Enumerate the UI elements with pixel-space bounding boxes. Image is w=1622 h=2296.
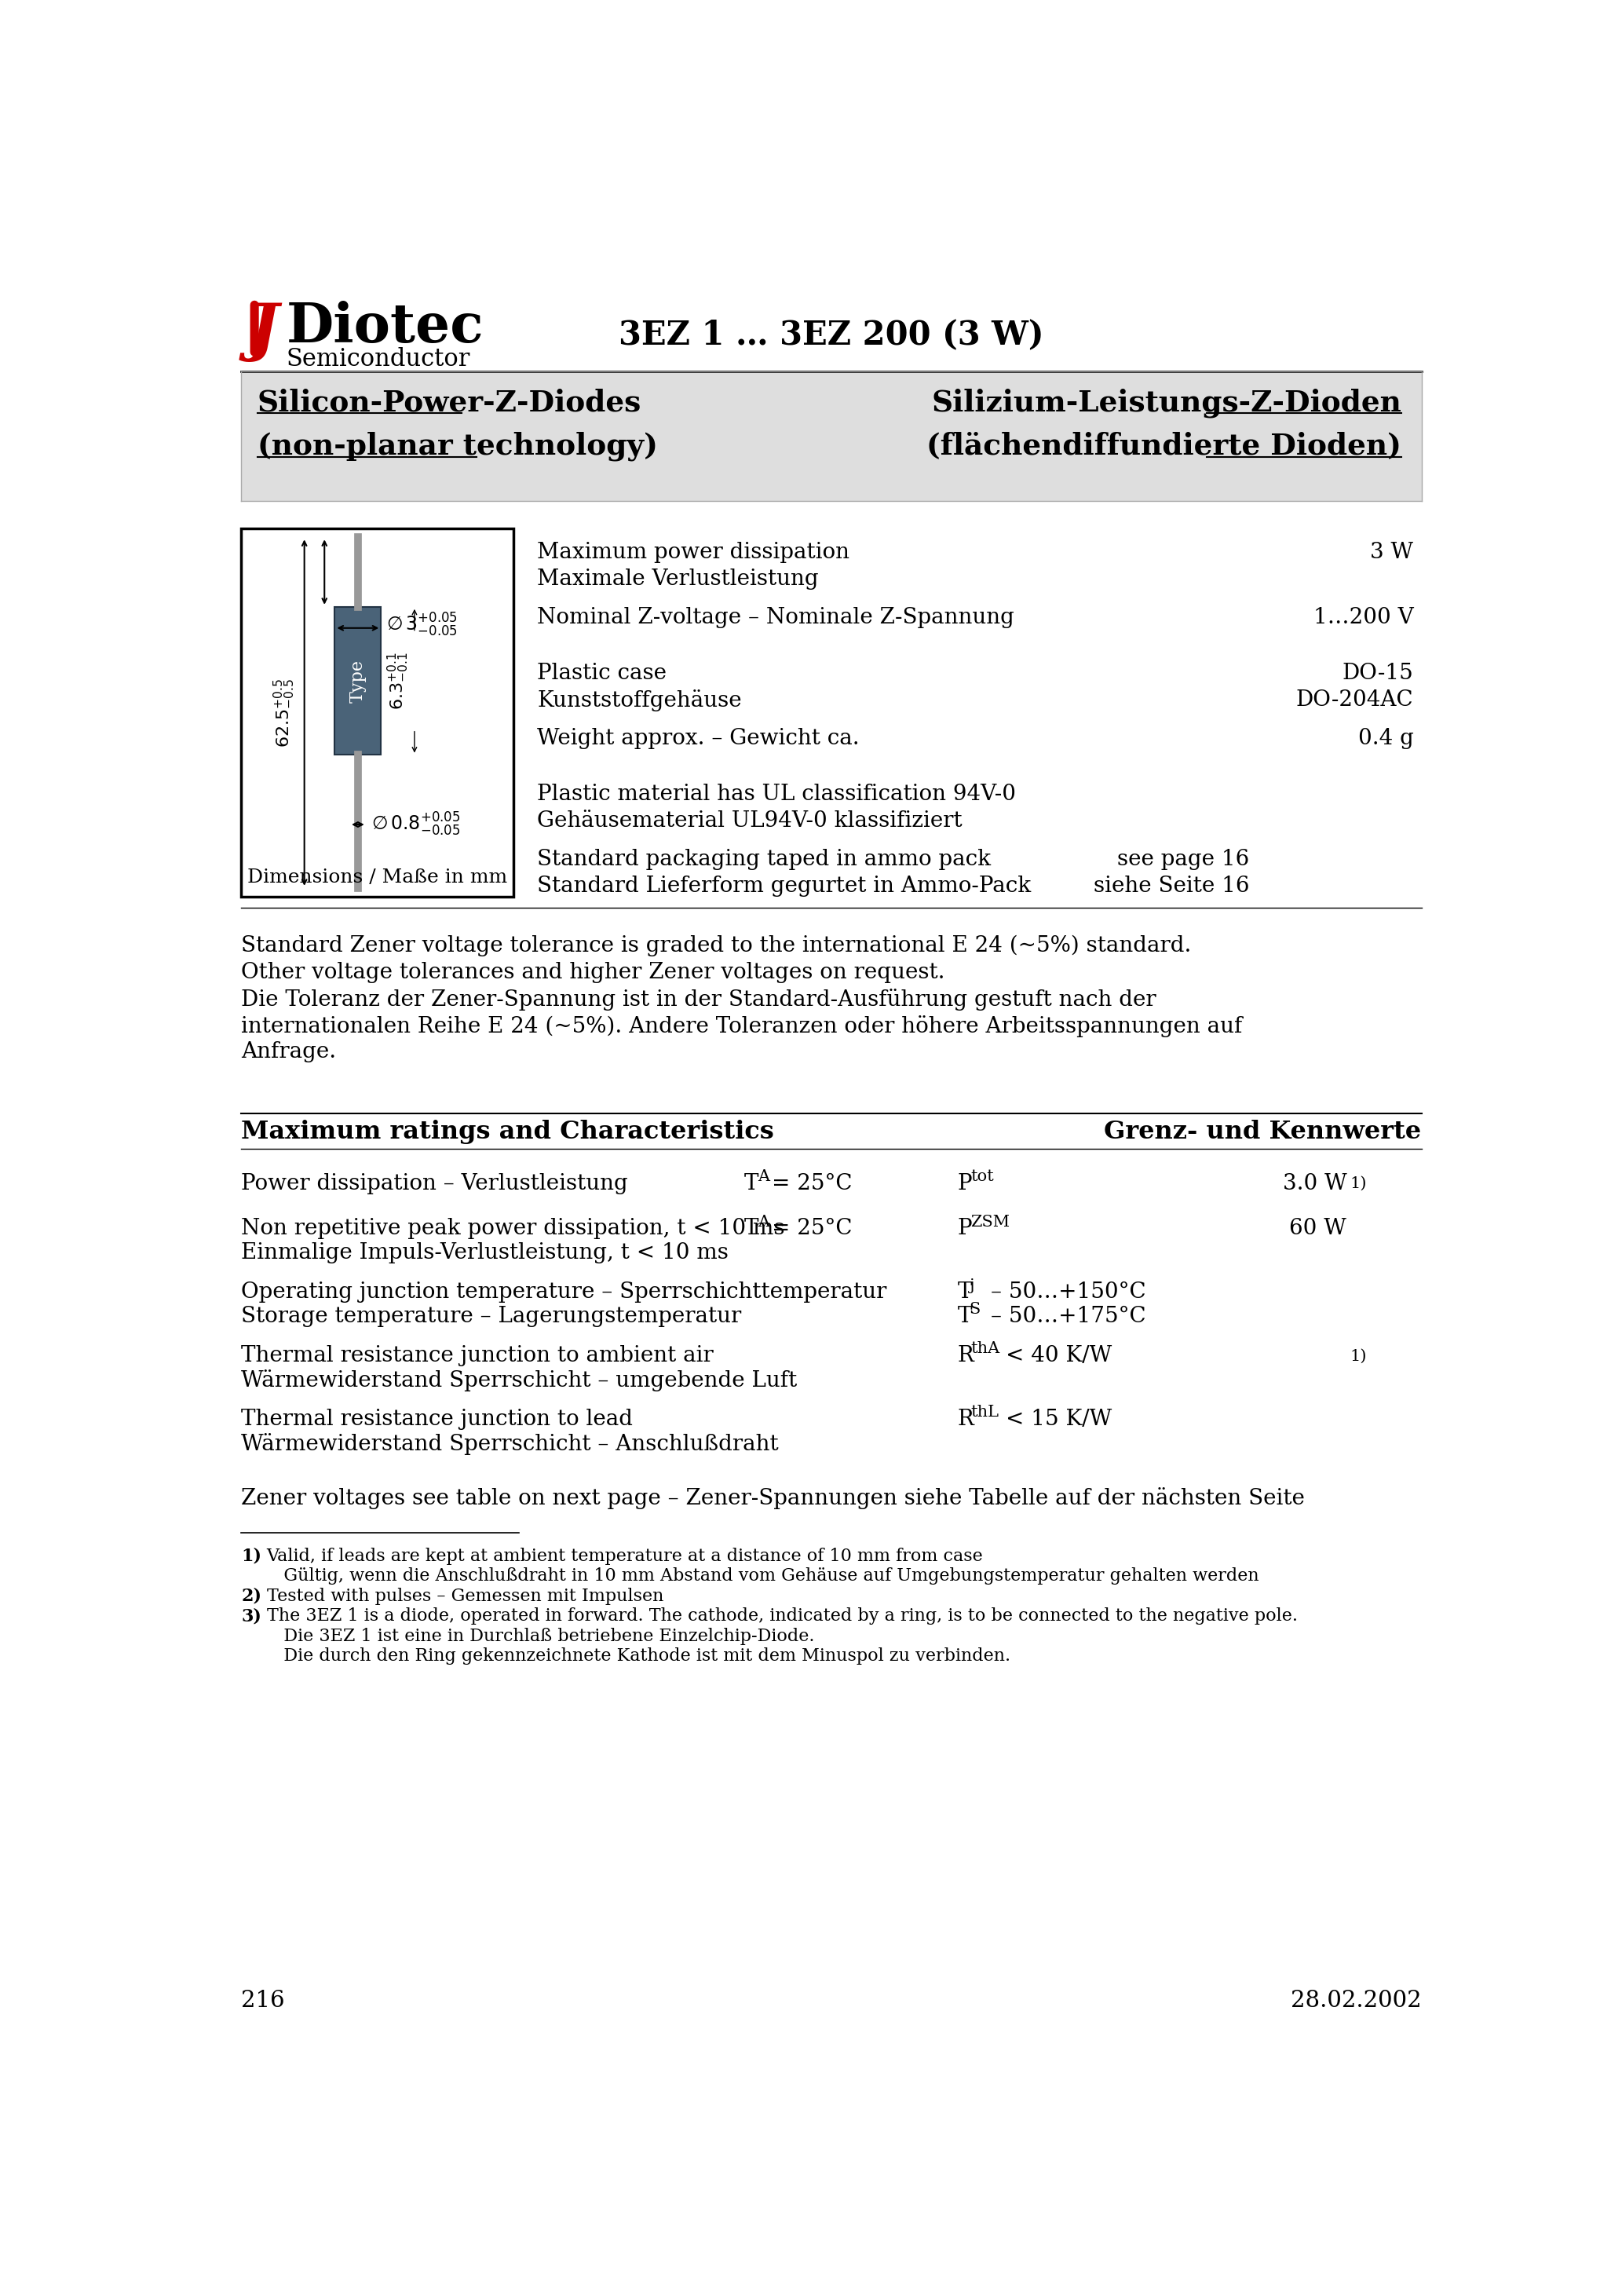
Text: DO-15: DO-15 [1343,664,1413,684]
Text: 1): 1) [242,1548,261,1566]
Bar [242,528,513,898]
Text: 1): 1) [1350,1348,1367,1364]
Text: Power dissipation – Verlustleistung: Power dissipation – Verlustleistung [242,1173,628,1194]
Text: $\varnothing\,0.8^{+0.05}_{-0.05}$: $\varnothing\,0.8^{+0.05}_{-0.05}$ [371,810,461,838]
Text: P: P [957,1219,972,1240]
Text: $62.5^{+0.5}_{-0.5}$: $62.5^{+0.5}_{-0.5}$ [272,677,297,746]
Text: Plastic case: Plastic case [537,664,667,684]
Text: 3): 3) [242,1607,261,1626]
Text: (flächendiffundierte Dioden): (flächendiffundierte Dioden) [926,432,1401,461]
Text: Tested with pulses – Gemessen mit Impulsen: Tested with pulses – Gemessen mit Impuls… [266,1587,663,1605]
Text: $\varnothing\,3^{+0.05}_{-0.05}$: $\varnothing\,3^{+0.05}_{-0.05}$ [386,611,457,638]
Text: Operating junction temperature – Sperrschichttemperatur: Operating junction temperature – Sperrsc… [242,1281,887,1302]
Text: Maximum ratings and Characteristics: Maximum ratings and Characteristics [242,1120,774,1143]
Text: Die 3EZ 1 ist eine in Durchlaß betriebene Einzelchip-Diode.: Die 3EZ 1 ist eine in Durchlaß betrieben… [266,1628,814,1644]
Text: (non-planar technology): (non-planar technology) [258,432,659,461]
Text: Type: Type [349,659,367,703]
Text: siehe Seite 16: siehe Seite 16 [1093,875,1249,895]
Text: Maximale Verlustleistung: Maximale Verlustleistung [537,567,819,590]
Text: see page 16: see page 16 [1118,850,1249,870]
Text: Die durch den Ring gekennzeichnete Kathode ist mit dem Minuspol zu verbinden.: Die durch den Ring gekennzeichnete Katho… [266,1649,1011,1665]
Text: thL: thL [970,1405,999,1419]
Text: 216: 216 [242,1991,285,2011]
Text: Silicon-Power-Z-Diodes: Silicon-Power-Z-Diodes [258,388,642,418]
Text: 3EZ 1 … 3EZ 200 (3 W): 3EZ 1 … 3EZ 200 (3 W) [618,319,1045,351]
Text: Die Toleranz der Zener-Spannung ist in der Standard-Ausführung gestuft nach der: Die Toleranz der Zener-Spannung ist in d… [242,987,1156,1010]
Text: Nominal Z-voltage – Nominale Z-Spannung: Nominal Z-voltage – Nominale Z-Spannung [537,606,1015,629]
Text: A: A [757,1215,769,1228]
Text: R: R [957,1407,973,1430]
Text: internationalen Reihe E 24 (~5%). Andere Toleranzen oder höhere Arbeitsspannunge: internationalen Reihe E 24 (~5%). Andere… [242,1015,1242,1038]
Text: Grenz- und Kennwerte: Grenz- und Kennwerte [1105,1120,1421,1143]
Text: T: T [744,1219,759,1240]
Text: 3 W: 3 W [1371,542,1413,563]
Text: Zener voltages see table on next page – Zener-Spannungen siehe Tabelle auf der n: Zener voltages see table on next page – … [242,1488,1304,1508]
Text: Maximum power dissipation: Maximum power dissipation [537,542,850,563]
Text: S: S [970,1302,981,1318]
Bar [242,372,1421,501]
Text: Standard Lieferform gegurtet in Ammo-Pack: Standard Lieferform gegurtet in Ammo-Pac… [537,875,1032,895]
Text: 1…200 V: 1…200 V [1314,606,1413,629]
Text: Weight approx. – Gewicht ca.: Weight approx. – Gewicht ca. [537,728,860,748]
Text: Silizium-Leistungs-Z-Dioden: Silizium-Leistungs-Z-Dioden [931,388,1401,418]
Text: thA: thA [970,1341,999,1357]
Text: tot: tot [970,1169,994,1185]
Text: Gültig, wenn die Anschlußdraht in 10 mm Abstand vom Gehäuse auf Umgebungstempera: Gültig, wenn die Anschlußdraht in 10 mm … [266,1568,1259,1584]
Text: T: T [744,1173,759,1194]
Text: Dimensions / Maße in mm: Dimensions / Maße in mm [247,868,508,886]
Text: $6.3^{+0.1}_{-0.1}$: $6.3^{+0.1}_{-0.1}$ [386,652,410,709]
Text: The 3EZ 1 is a diode, operated in forward. The cathode, indicated by a ring, is : The 3EZ 1 is a diode, operated in forwar… [266,1607,1298,1626]
Text: Anfrage.: Anfrage. [242,1042,336,1063]
Text: = 25°C: = 25°C [772,1173,852,1194]
Text: Plastic material has UL classification 94V-0: Plastic material has UL classification 9… [537,783,1017,804]
Text: – 50…+150°C: – 50…+150°C [991,1281,1145,1302]
Text: = 25°C: = 25°C [772,1219,852,1240]
Text: ZSM: ZSM [970,1215,1011,1228]
Bar [334,606,381,755]
Text: J: J [248,301,279,363]
Text: 2): 2) [242,1587,261,1605]
Text: P: P [957,1173,972,1194]
Text: – 50…+175°C: – 50…+175°C [991,1306,1145,1327]
Text: Standard Zener voltage tolerance is graded to the international E 24 (~5%) stand: Standard Zener voltage tolerance is grad… [242,934,1191,957]
Text: Valid, if leads are kept at ambient temperature at a distance of 10 mm from case: Valid, if leads are kept at ambient temp… [266,1548,983,1566]
Text: Wärmewiderstand Sperrschicht – umgebende Luft: Wärmewiderstand Sperrschicht – umgebende… [242,1368,796,1391]
Text: Kunststoffgehäuse: Kunststoffgehäuse [537,689,741,712]
Text: R: R [957,1345,973,1366]
Text: 0.4 g: 0.4 g [1358,728,1413,748]
Text: Einmalige Impuls-Verlustleistung, t < 10 ms: Einmalige Impuls-Verlustleistung, t < 10… [242,1242,728,1263]
Text: DO-204AC: DO-204AC [1296,689,1413,709]
Text: j: j [970,1279,975,1293]
Text: 1): 1) [1350,1176,1367,1192]
Text: Storage temperature – Lagerungstemperatur: Storage temperature – Lagerungstemperatu… [242,1306,741,1327]
Text: T: T [957,1306,972,1327]
Text: Thermal resistance junction to lead: Thermal resistance junction to lead [242,1407,633,1430]
Text: < 40 K/W: < 40 K/W [1006,1345,1113,1366]
Text: Gehäusematerial UL94V-0 klassifiziert: Gehäusematerial UL94V-0 klassifiziert [537,810,962,831]
Text: Diotec: Diotec [285,301,483,354]
Text: A: A [757,1169,769,1185]
Text: T: T [957,1281,972,1302]
Text: Thermal resistance junction to ambient air: Thermal resistance junction to ambient a… [242,1345,714,1366]
Text: 3.0 W: 3.0 W [1283,1173,1346,1194]
Text: 28.02.2002: 28.02.2002 [1291,1991,1421,2011]
Text: Other voltage tolerances and higher Zener voltages on request.: Other voltage tolerances and higher Zene… [242,962,946,983]
Text: Wärmewiderstand Sperrschicht – Anschlußdraht: Wärmewiderstand Sperrschicht – Anschlußd… [242,1433,779,1456]
Text: 60 W: 60 W [1289,1219,1346,1240]
Text: Non repetitive peak power dissipation, t < 10 ms: Non repetitive peak power dissipation, t… [242,1219,785,1240]
Text: Standard packaging taped in ammo pack: Standard packaging taped in ammo pack [537,850,991,870]
Text: Semiconductor: Semiconductor [285,347,470,372]
Text: < 15 K/W: < 15 K/W [1006,1407,1113,1430]
